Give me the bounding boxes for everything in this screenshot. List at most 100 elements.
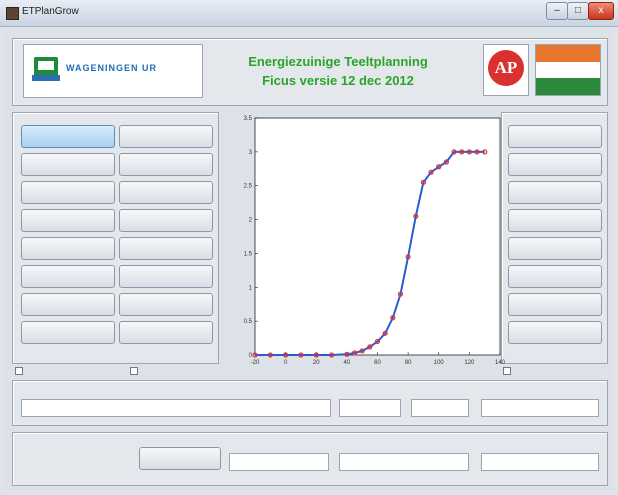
right-button-2[interactable]	[508, 153, 602, 176]
checkbox-right[interactable]	[503, 367, 511, 375]
left-button-7[interactable]	[21, 209, 115, 232]
settings-field-3[interactable]	[411, 399, 469, 417]
data-point	[328, 352, 335, 358]
data-point	[428, 169, 434, 175]
right-button-6[interactable]	[508, 265, 602, 288]
left-button-16[interactable]	[119, 321, 213, 344]
page-subtitle: Ficus versie 12 dec 2012	[262, 73, 414, 88]
left-button-4[interactable]	[119, 153, 213, 176]
wageningen-logo: WAGENINGEN UR	[23, 44, 203, 98]
y-tick-label: 3.5	[244, 116, 253, 122]
data-point	[474, 149, 480, 155]
y-tick-label: 2.5	[244, 184, 253, 190]
left-button-panel	[12, 112, 219, 364]
settings-panel	[12, 380, 608, 426]
data-point	[451, 149, 457, 155]
left-button-5[interactable]	[21, 181, 115, 204]
right-button-3[interactable]	[508, 181, 602, 204]
data-point	[436, 164, 442, 170]
data-point	[382, 330, 388, 336]
y-tick-label: 1.5	[244, 251, 253, 257]
left-button-11[interactable]	[21, 265, 115, 288]
left-button-9[interactable]	[21, 237, 115, 260]
data-point	[313, 352, 319, 358]
ap-logo-mark: AP	[488, 50, 524, 86]
data-point	[344, 351, 350, 357]
close-button[interactable]: x	[588, 2, 614, 20]
left-button-14[interactable]	[119, 293, 213, 316]
settings-field-1[interactable]	[21, 399, 331, 417]
bottom-field-1[interactable]	[229, 453, 329, 471]
logo-mark-icon	[32, 57, 60, 81]
right-button-8[interactable]	[508, 321, 602, 344]
app-client-area: WAGENINGEN UR Energiezuinige Teeltplanni…	[5, 28, 613, 490]
data-point	[351, 350, 358, 356]
left-button-10[interactable]	[119, 237, 213, 260]
data-point	[459, 149, 465, 155]
x-tick-label: 40	[344, 360, 351, 366]
data-point	[267, 352, 273, 358]
data-point	[283, 352, 289, 358]
checkbox-middle[interactable]	[130, 367, 138, 375]
x-tick-label: 140	[495, 360, 506, 366]
logo-text: WAGENINGEN UR	[66, 63, 158, 73]
data-point	[482, 149, 488, 155]
x-tick-label: 100	[434, 360, 445, 366]
series-markers	[252, 149, 488, 358]
right-button-7[interactable]	[508, 293, 602, 316]
data-point	[397, 291, 404, 297]
data-point	[359, 348, 365, 354]
app-icon	[6, 7, 19, 20]
left-button-13[interactable]	[21, 293, 115, 316]
data-point	[443, 159, 450, 165]
left-button-2[interactable]	[119, 125, 213, 148]
right-button-panel	[501, 112, 608, 364]
left-button-8[interactable]	[119, 209, 213, 232]
title-bar[interactable]: ETPlanGrow – □ x	[0, 0, 618, 27]
data-point	[420, 179, 427, 185]
data-point	[466, 149, 472, 155]
page-title: Energiezuinige Teeltplanning	[248, 54, 428, 69]
settings-field-4[interactable]	[481, 399, 599, 417]
settings-field-2[interactable]	[339, 399, 401, 417]
y-tick-label: 3	[249, 150, 253, 156]
bottom-field-2[interactable]	[339, 453, 469, 471]
checkbox-left[interactable]	[15, 367, 23, 375]
x-tick-label: 20	[313, 360, 320, 366]
x-tick-label: 60	[374, 360, 381, 366]
y-tick-label: 0	[249, 353, 253, 359]
data-point	[367, 344, 373, 350]
header-panel: WAGENINGEN UR Energiezuinige Teeltplanni…	[12, 38, 608, 106]
bottom-field-3[interactable]	[481, 453, 599, 471]
left-button-6[interactable]	[119, 181, 213, 204]
left-button-3[interactable]	[21, 153, 115, 176]
left-button-12[interactable]	[119, 265, 213, 288]
x-tick-label: -20	[251, 360, 260, 366]
x-tick-label: 120	[464, 360, 475, 366]
left-button-1[interactable]	[21, 125, 115, 148]
left-button-15[interactable]	[21, 321, 115, 344]
y-tick-label: 0.5	[244, 319, 253, 325]
y-tick-label: 2	[249, 218, 253, 224]
x-tick-label: 0	[284, 360, 288, 366]
bottom-panel	[12, 432, 608, 486]
right-button-1[interactable]	[508, 125, 602, 148]
right-button-4[interactable]	[508, 209, 602, 232]
ap-logo: AP	[483, 44, 529, 96]
minimize-button[interactable]: –	[546, 2, 568, 20]
partner-logo	[535, 44, 601, 96]
data-point	[298, 352, 304, 358]
series-line	[255, 150, 485, 356]
maximize-button[interactable]: □	[567, 2, 589, 20]
window-title: ETPlanGrow	[22, 6, 79, 17]
right-button-5[interactable]	[508, 237, 602, 260]
x-tick-label: 80	[405, 360, 412, 366]
data-point	[413, 213, 419, 219]
bottom-action-button[interactable]	[139, 447, 221, 470]
plot-area	[254, 117, 501, 356]
data-point	[374, 338, 381, 345]
data-point	[252, 352, 258, 358]
y-tick-label: 1	[249, 285, 253, 291]
